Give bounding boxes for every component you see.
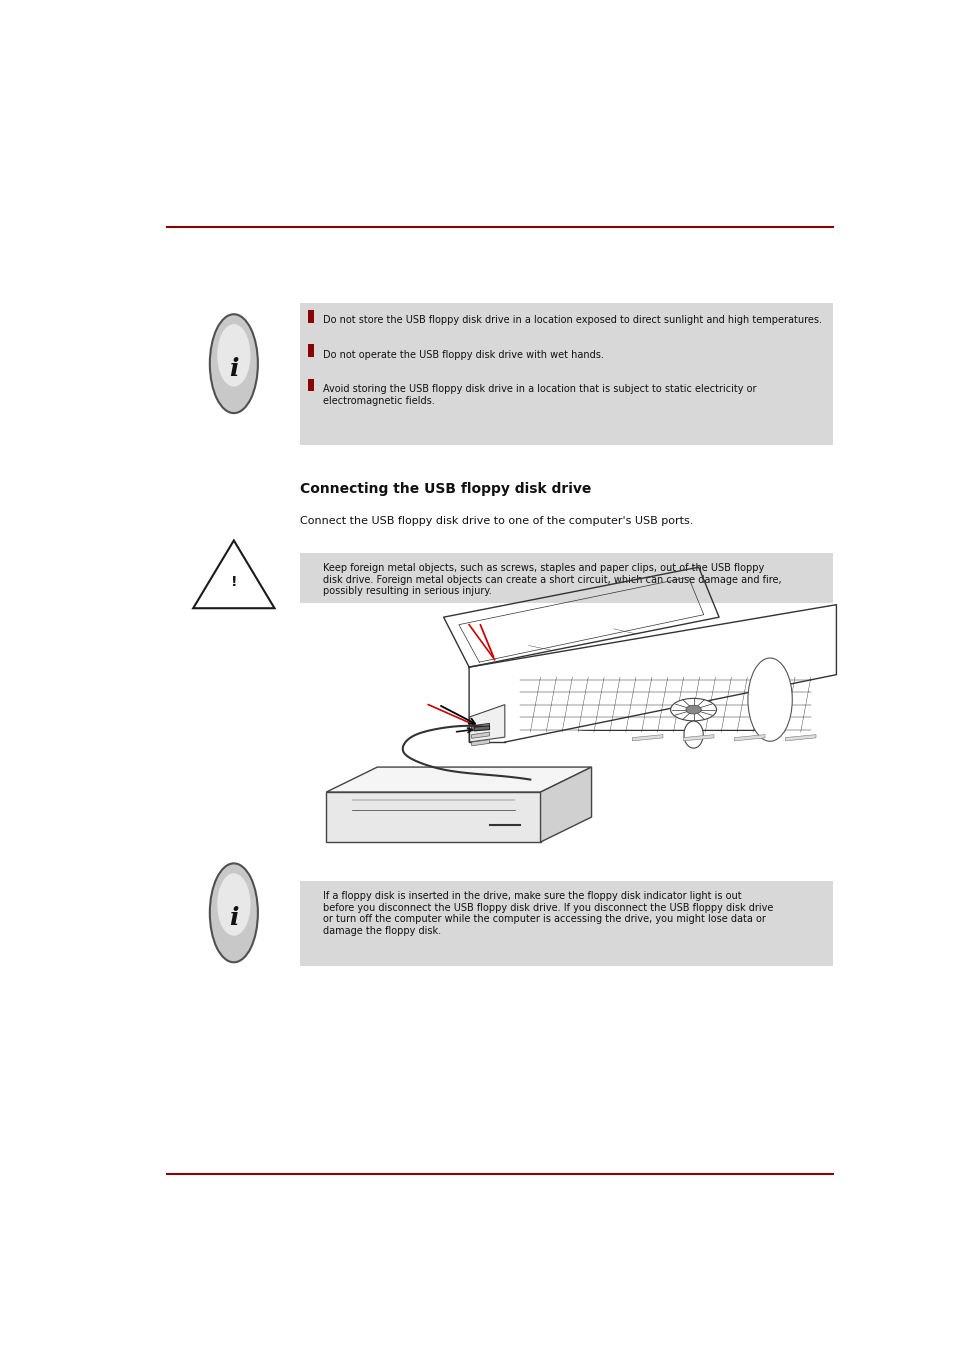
FancyBboxPatch shape (300, 553, 832, 603)
Polygon shape (682, 734, 713, 741)
Ellipse shape (210, 864, 257, 963)
FancyBboxPatch shape (300, 303, 832, 445)
FancyBboxPatch shape (308, 379, 314, 391)
Polygon shape (784, 734, 815, 741)
FancyBboxPatch shape (300, 880, 832, 965)
Ellipse shape (210, 314, 257, 414)
Ellipse shape (217, 324, 251, 387)
Text: Avoid storing the USB floppy disk drive in a location that is subject to static : Avoid storing the USB floppy disk drive … (322, 384, 756, 406)
Circle shape (683, 721, 702, 748)
Ellipse shape (217, 873, 251, 936)
Polygon shape (471, 740, 489, 746)
Text: If a floppy disk is inserted in the drive, make sure the floppy disk indicator l: If a floppy disk is inserted in the driv… (322, 891, 772, 936)
Ellipse shape (670, 699, 716, 721)
Polygon shape (734, 734, 764, 741)
FancyBboxPatch shape (308, 345, 314, 357)
Text: !: ! (231, 575, 237, 588)
Polygon shape (326, 767, 591, 792)
Text: i: i (229, 906, 238, 930)
Polygon shape (474, 726, 489, 731)
Polygon shape (326, 792, 540, 842)
Ellipse shape (747, 658, 791, 741)
Text: i: i (229, 357, 238, 381)
Text: Connect the USB floppy disk drive to one of the computer's USB ports.: Connect the USB floppy disk drive to one… (300, 516, 693, 526)
Text: Keep foreign metal objects, such as screws, staples and paper clips, out of the : Keep foreign metal objects, such as scre… (322, 562, 781, 596)
Polygon shape (193, 541, 274, 608)
Polygon shape (471, 723, 489, 731)
Polygon shape (471, 731, 489, 738)
Text: Connecting the USB floppy disk drive: Connecting the USB floppy disk drive (300, 481, 591, 496)
FancyBboxPatch shape (308, 310, 314, 323)
Text: Do not operate the USB floppy disk drive with wet hands.: Do not operate the USB floppy disk drive… (322, 350, 603, 360)
Polygon shape (540, 767, 591, 842)
Text: Do not store the USB floppy disk drive in a location exposed to direct sunlight : Do not store the USB floppy disk drive i… (322, 315, 821, 326)
Polygon shape (632, 734, 662, 741)
Polygon shape (469, 704, 504, 742)
Ellipse shape (685, 706, 700, 714)
